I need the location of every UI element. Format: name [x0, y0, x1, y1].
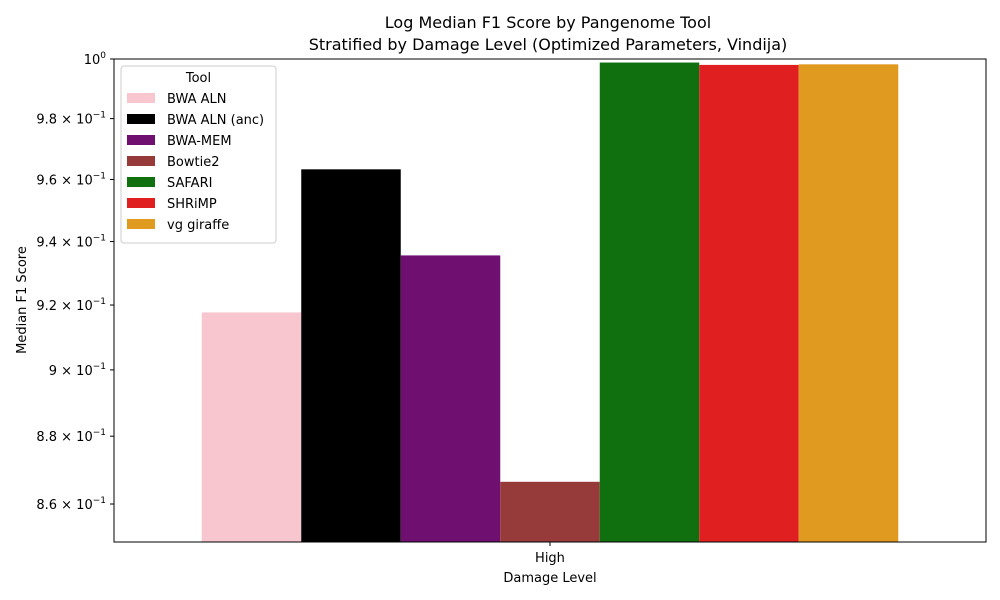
legend-label: Bowtie2 [167, 155, 219, 170]
legend-swatch [127, 114, 155, 124]
legend-label: BWA-MEM [167, 134, 232, 149]
bars-group [201, 62, 899, 542]
legend-box [120, 65, 277, 244]
y-tick-label: 8.6 × 10−1 [36, 496, 106, 513]
y-tick-label: 9.8 × 10−1 [36, 111, 106, 128]
legend-swatch [127, 93, 155, 103]
bar-shrimp [699, 64, 799, 542]
legend-label: vg giraffe [167, 218, 229, 233]
x-axis-label: Damage Level [503, 571, 596, 586]
legend-label: SHRiMP [167, 197, 217, 212]
legend-label: SAFARI [167, 176, 212, 191]
y-axis-label: Median F1 Score [15, 246, 30, 354]
bar-vg-giraffe [798, 64, 899, 542]
bar-bowtie2 [500, 481, 600, 542]
legend-title: Tool [185, 71, 211, 86]
legend-swatch [127, 177, 155, 187]
bar-bwa-aln-anc [301, 169, 401, 542]
chart-subtitle: Stratified by Damage Level (Optimized Pa… [309, 35, 788, 54]
x-tick-label: High [535, 551, 565, 566]
bar-bwa-mem [400, 255, 501, 542]
plot-frame [113, 58, 987, 543]
bar-safari [599, 62, 700, 542]
legend-swatch [127, 135, 155, 145]
legend: Tool BWA ALN BWA ALN (anc) BWA-MEM Bowtie2 SA… [120, 65, 277, 244]
y-tick-label: 100 [84, 51, 107, 68]
legend-swatch [127, 156, 155, 166]
legend-swatch [127, 198, 155, 208]
y-tick-label: 8.8 × 10−1 [36, 428, 106, 445]
chart-title: Log Median F1 Score by Pangenome Tool [385, 13, 711, 32]
x-axis-ticks: High [535, 542, 565, 566]
legend-swatch [127, 219, 155, 229]
bar-bwa-aln [201, 312, 302, 542]
legend-label: BWA ALN [167, 92, 226, 107]
y-tick-label: 9.6 × 10−1 [36, 171, 106, 188]
y-axis-ticks: 8.6 × 10−1 8.8 × 10−1 9 × 10−1 9.2 × 10−1 9.… [36, 51, 114, 513]
y-tick-label: 9.2 × 10−1 [36, 297, 106, 314]
legend-label: BWA ALN (anc) [167, 113, 264, 128]
y-tick-label: 9 × 10−1 [49, 362, 106, 379]
y-tick-label: 9.4 × 10−1 [36, 234, 106, 251]
